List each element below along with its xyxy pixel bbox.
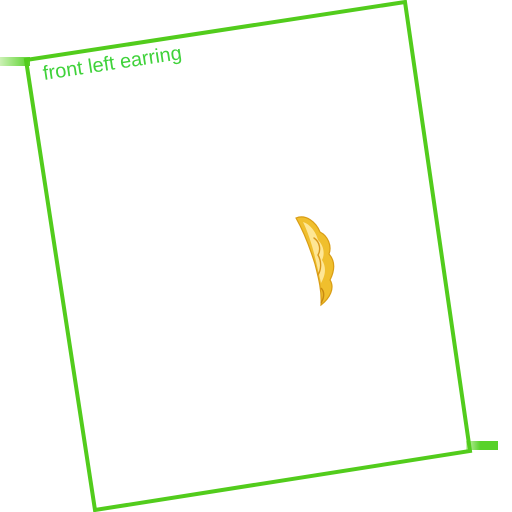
tilted-frame bbox=[23, 0, 473, 512]
frame-stub-right bbox=[466, 441, 498, 450]
earring-icon bbox=[295, 216, 335, 307]
frame-stub-left bbox=[0, 57, 30, 66]
